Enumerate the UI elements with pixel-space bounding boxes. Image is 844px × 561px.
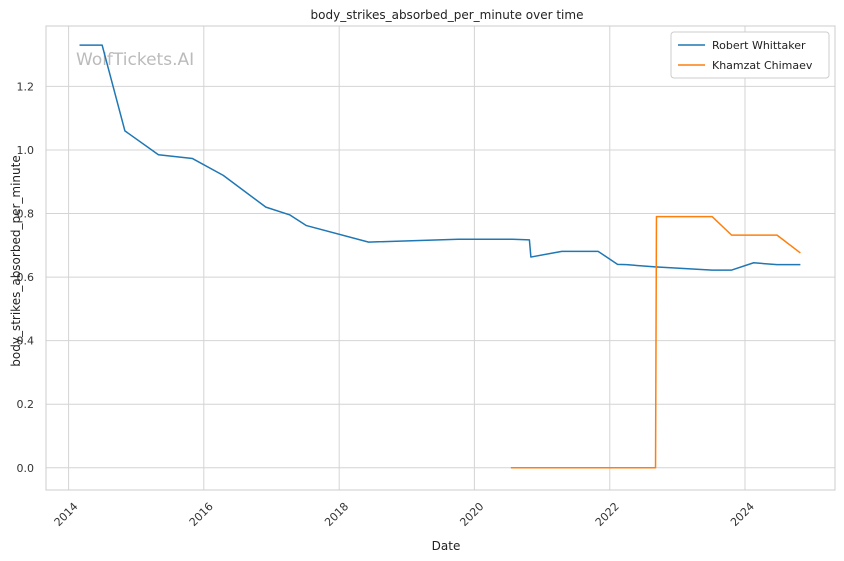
- y-tick-label-0-6: 0.6: [17, 271, 35, 284]
- data-point-robert-whittaker-1: [101, 44, 103, 46]
- data-point-khamzat-chimaev-2: [655, 215, 657, 217]
- data-point-robert-whittaker-23: [799, 263, 801, 265]
- data-point-robert-whittaker-22: [776, 263, 778, 265]
- chart-title: body_strikes_absorbed_per_minute over ti…: [311, 8, 584, 22]
- y-tick-label-0-8: 0.8: [17, 208, 35, 221]
- data-point-khamzat-chimaev-1: [654, 467, 656, 469]
- data-point-robert-whittaker-14: [561, 250, 563, 252]
- data-point-khamzat-chimaev-4: [730, 234, 732, 236]
- series-line-khamzat-chimaev: [510, 215, 801, 469]
- y-tick-label-0-2: 0.2: [17, 398, 35, 411]
- data-point-robert-whittaker-16: [616, 263, 618, 265]
- legend: Robert Whittaker Khamzat Chimaev: [670, 31, 830, 79]
- data-point-robert-whittaker-19: [711, 269, 713, 271]
- data-point-robert-whittaker-5: [222, 174, 224, 176]
- data-point-robert-whittaker-11: [511, 238, 513, 240]
- y-tick-label-0-0: 0.0: [17, 462, 35, 475]
- legend-label-robert-whittaker: Robert Whittaker: [712, 39, 806, 52]
- data-point-robert-whittaker-4: [191, 157, 193, 159]
- watermark: WolfTickets.AI: [76, 50, 194, 70]
- data-point-robert-whittaker-2: [124, 130, 126, 132]
- series-lines: [78, 44, 801, 469]
- data-point-robert-whittaker-21: [752, 262, 754, 264]
- legend-box: [670, 31, 830, 79]
- data-point-khamzat-chimaev-6: [799, 252, 801, 254]
- data-point-robert-whittaker-6: [265, 206, 267, 208]
- y-tick-label-1-0: 1.0: [17, 144, 35, 157]
- series-line-robert-whittaker: [79, 44, 801, 271]
- data-point-robert-whittaker-15: [597, 250, 599, 252]
- data-point-robert-whittaker-3: [157, 154, 159, 156]
- y-tick-label-0-4: 0.4: [17, 335, 35, 348]
- data-point-khamzat-chimaev-5: [776, 234, 778, 236]
- data-point-robert-whittaker-12: [528, 239, 530, 241]
- data-point-robert-whittaker-13: [530, 256, 532, 258]
- plot-area-frame: [45, 25, 836, 491]
- data-point-robert-whittaker-7: [288, 214, 290, 216]
- y-tick-label-1-2: 1.2: [17, 80, 35, 93]
- data-point-robert-whittaker-17: [625, 263, 627, 265]
- grid-lines: [46, 26, 835, 490]
- data-point-robert-whittaker-8: [305, 224, 307, 226]
- x-axis-title: Date: [432, 539, 461, 553]
- data-point-robert-whittaker-10: [457, 238, 459, 240]
- data-point-khamzat-chimaev-3: [711, 215, 713, 217]
- y-tick-labels: 0.0 0.2 0.4 0.6 0.8 1.0 1.2: [17, 80, 35, 474]
- data-point-khamzat-chimaev-0: [510, 467, 512, 469]
- legend-label-khamzat-chimaev: Khamzat Chimaev: [712, 59, 813, 72]
- data-point-robert-whittaker-0: [78, 44, 80, 46]
- y-axis-title: body_strikes_absorbed_per_minute: [9, 155, 23, 366]
- data-point-robert-whittaker-9: [367, 241, 369, 243]
- data-point-robert-whittaker-20: [730, 269, 732, 271]
